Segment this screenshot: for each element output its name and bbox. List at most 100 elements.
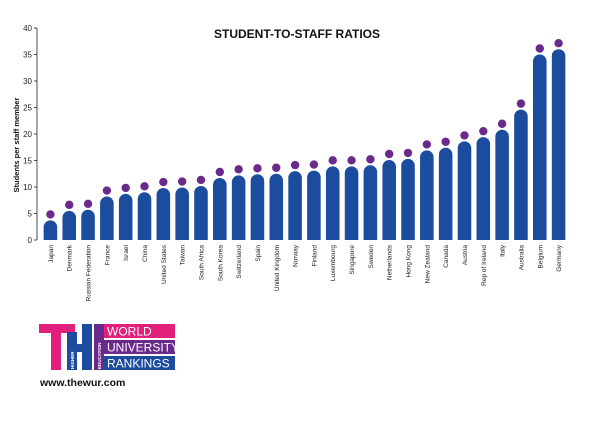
x-tick-label: Italy	[500, 244, 507, 257]
bar-cap-dot	[328, 156, 337, 165]
x-tick-label: United States	[161, 244, 168, 284]
bar-cap-dot	[347, 156, 356, 165]
bar-cap-dot	[234, 165, 243, 174]
bar-cap-dot	[554, 39, 563, 48]
bar-cap-dot	[422, 140, 432, 149]
y-tick-label: 10	[23, 183, 32, 192]
bars	[43, 39, 566, 241]
logo-t-stem	[51, 324, 61, 370]
logo-word-education: EDUCATION	[97, 343, 102, 369]
bar-south-korea	[213, 177, 227, 240]
bar-cap-dot	[215, 167, 225, 177]
bar-south-africa	[194, 185, 208, 240]
x-tick-label: Netherlands	[387, 244, 394, 280]
bar-australia	[514, 109, 528, 240]
y-tick-label: 5	[28, 210, 33, 219]
bar-cap-dot	[441, 137, 450, 146]
x-tick-label: Canada	[443, 245, 450, 268]
bar-cap-dot	[177, 177, 187, 186]
x-tick-label: Taiwan	[180, 245, 187, 266]
bar-china	[137, 192, 152, 240]
bar-italy	[495, 129, 509, 240]
y-tick-label: 0	[28, 236, 33, 245]
bar-spain	[250, 174, 265, 240]
bar-cap-dot	[403, 148, 413, 158]
website-link[interactable]: www.thewur.com	[40, 377, 126, 389]
x-tick-label: France	[104, 245, 111, 266]
bar-austria	[457, 141, 472, 240]
x-tick-label: Denmark	[67, 244, 74, 271]
bar-cap-dot	[460, 131, 469, 140]
x-tick-label: Spain	[255, 245, 262, 262]
bar-singapore	[344, 166, 359, 240]
x-tick-label: Belgium	[537, 245, 544, 268]
x-tick-label: Norway	[293, 244, 300, 267]
x-tick-label: Hong Kong	[406, 245, 413, 278]
bar-netherlands	[382, 159, 396, 240]
bar-cap-dot	[65, 200, 74, 210]
bar-cap-dot	[83, 199, 93, 208]
y-tick-label: 25	[23, 104, 32, 113]
x-tick-label: Japan	[48, 245, 55, 263]
bar-norway	[288, 171, 302, 240]
logo-word-higher: HIGHER	[70, 351, 75, 369]
y-tick-label: 15	[23, 157, 32, 166]
bar-taiwan	[175, 187, 189, 240]
bar-israel	[118, 193, 133, 240]
bar-cap-dot	[479, 126, 488, 136]
y-axis-label: Students per staff member	[12, 97, 21, 192]
x-tick-label: Israel	[123, 244, 130, 260]
bar-switzerland	[231, 175, 246, 240]
bar-cap-dot	[366, 155, 375, 164]
bar-cap-dot	[253, 164, 262, 173]
bar-finland	[307, 170, 321, 240]
bar-cap-dot	[384, 149, 394, 159]
bar-hong-kong	[401, 158, 415, 240]
bar-canada	[438, 147, 453, 240]
x-tick-label: New Zealand	[424, 245, 431, 284]
x-tick-label: Singapore	[349, 245, 356, 275]
bar-france	[100, 196, 114, 240]
the-wur-logo: TIMES HIGHER EDUCATION WORLD UNIVERSITY …	[39, 324, 177, 371]
bar-cap-dot	[102, 186, 112, 195]
bar-cap-dot	[159, 177, 168, 187]
bar-cap-dot	[516, 99, 526, 108]
x-tick-label: United Kingdom	[274, 245, 281, 291]
bar-germany	[551, 49, 566, 240]
bar-cap-dot	[196, 175, 206, 185]
bar-japan	[43, 220, 58, 240]
bar-cap-dot	[140, 182, 149, 191]
y-tick-label: 35	[23, 51, 32, 60]
logo-word-times: TIMES	[42, 355, 47, 369]
bar-cap-dot	[535, 44, 544, 53]
bar-russian-federation	[81, 209, 95, 240]
logo-text-university: UNIVERSITY	[107, 341, 177, 355]
logo-text-rankings: RANKINGS	[107, 357, 170, 371]
chart-title: STUDENT-TO-STAFF RATIOS	[214, 27, 380, 41]
y-tick-label: 30	[23, 77, 32, 86]
x-tick-label: South Africa	[198, 245, 205, 280]
bar-united-kingdom	[269, 173, 284, 240]
x-tick-label: Austria	[462, 245, 469, 266]
x-tick-label: Switzerland	[236, 245, 243, 279]
logo-e-stem	[94, 324, 104, 370]
bar-cap-dot	[272, 163, 281, 172]
x-tick-label: Luxembourg	[330, 245, 337, 282]
x-ticks: Japan Denmark Russian Federation France Isra…	[48, 244, 563, 301]
x-tick-label: China	[142, 245, 149, 262]
bar-new-zealand	[420, 150, 434, 240]
bar-cap-dot	[497, 119, 507, 128]
x-tick-label: South Korea	[217, 245, 224, 282]
bar-luxembourg	[325, 166, 340, 240]
x-tick-label: Germany	[556, 244, 563, 271]
bar-cap-dot	[46, 210, 55, 219]
logo-band-world	[104, 324, 175, 338]
logo-h-bar	[67, 344, 92, 352]
bar-rep-of-ireland	[476, 137, 491, 240]
x-tick-label: Rep of Ireland	[481, 245, 488, 286]
logo-band-university	[104, 340, 175, 354]
logo-band-rankings	[104, 356, 175, 370]
bar-cap-dot	[309, 160, 319, 169]
bar-united-states	[156, 188, 171, 240]
